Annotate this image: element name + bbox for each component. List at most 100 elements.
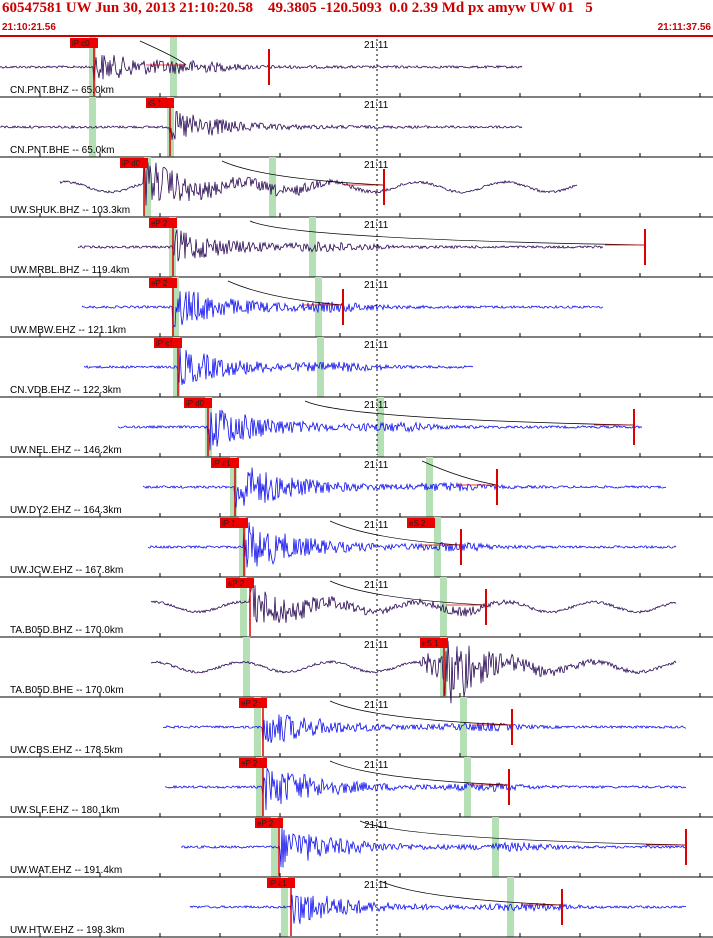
phase-pick-label: iP 1 xyxy=(222,519,236,528)
trace-row: 21:11 iP c0 CN.PNT.BHZ -- 65.0km xyxy=(0,37,713,98)
minute-tick-label: 21:11 xyxy=(364,760,389,771)
waveform-trace xyxy=(77,229,604,262)
minute-tick-label: 21:11 xyxy=(364,880,389,891)
minute-tick-label: 21:11 xyxy=(364,400,389,411)
s-phase-pick-marker[interactable] xyxy=(407,518,435,528)
phase-pick-label: iP d0 xyxy=(186,399,205,408)
minute-tick-label: 21:11 xyxy=(364,820,389,831)
amplitude-decay-curve xyxy=(421,460,498,486)
amplitude-decay-curve xyxy=(329,700,513,726)
station-label: UW.JCW.EHZ -- 167.8km xyxy=(10,565,123,576)
phase-window-band xyxy=(464,757,471,817)
waveform-trace xyxy=(0,111,523,140)
station-label: UW.HTW.EHZ -- 198.3km xyxy=(10,925,124,936)
amplitude-decay-curve xyxy=(379,880,563,906)
trace-row: 21:11 eP 2 UW.MBW.EHZ -- 121.1km xyxy=(0,277,713,338)
trace-row: 21:11 iP d0 UW.SHUK.BHZ -- 103.3km xyxy=(0,157,713,218)
phase-pick-marker[interactable] xyxy=(267,878,295,888)
phase-pick-marker[interactable] xyxy=(146,98,174,108)
phase-pick-marker[interactable] xyxy=(255,818,283,828)
minute-tick-label: 21:11 xyxy=(364,340,389,351)
waveform-trace xyxy=(164,768,687,811)
phase-pick-marker[interactable] xyxy=(226,578,254,588)
station-label: UW.NEL.EHZ -- 146.2km xyxy=(10,445,122,456)
start-time-label: 21:10:21.56 xyxy=(2,22,56,33)
trace-row: 21:11 iP c1 CN.VDB.EHZ -- 122.3km xyxy=(0,337,713,398)
station-label: UW.MBW.EHZ -- 121.1km xyxy=(10,325,126,336)
minute-tick-label: 21:11 xyxy=(364,640,389,651)
waveform-trace xyxy=(147,522,677,568)
station-label: UW.CBS.EHZ -- 178.5km xyxy=(10,745,123,756)
phase-pick-label: iS 1 xyxy=(148,99,162,108)
phase-pick-marker[interactable] xyxy=(149,278,177,288)
waveform-trace xyxy=(162,714,687,744)
phase-pick-label: iP d0 xyxy=(122,159,141,168)
trace-row: 21:11 eP 2 TA.B05D.BHZ -- 170.0km xyxy=(0,577,713,638)
minute-tick-label: 21:11 xyxy=(364,580,389,591)
trace-row: 21:11 iP c1 UW.HTW.EHZ -- 198.3km xyxy=(0,877,713,938)
waveform-trace xyxy=(150,640,677,704)
minute-tick-label: 21:11 xyxy=(364,460,389,471)
phase-window-band xyxy=(89,97,96,157)
phase-pick-marker[interactable] xyxy=(149,218,177,228)
phase-pick-label: eP 2 xyxy=(151,279,168,288)
event-header-title: 60547581 UW Jun 30, 2013 21:10:20.58 49.… xyxy=(2,0,593,16)
amplitude-decay-curve xyxy=(227,280,344,306)
phase-pick-marker[interactable] xyxy=(239,758,267,768)
trace-row: 21:11 eS 1 TA.B05D.BHE -- 170.0km xyxy=(0,637,713,704)
phase-pick-marker[interactable] xyxy=(420,638,448,648)
phase-window-band xyxy=(309,217,316,277)
phase-pick-label: eS 1 xyxy=(422,639,439,648)
phase-pick-label: eP 2 xyxy=(241,759,258,768)
amplitude-decay-curve xyxy=(304,400,635,426)
minute-tick-label: 21:11 xyxy=(364,220,389,231)
amplitude-decay-curve xyxy=(329,760,510,786)
waveform-trace xyxy=(117,409,643,451)
trace-row: 21:11 iP c1 UW.DY2.EHZ -- 164.3km xyxy=(0,457,713,518)
phase-window-band xyxy=(243,637,250,697)
minute-tick-label: 21:11 xyxy=(364,280,389,291)
phase-pick-label: iP c1 xyxy=(213,459,231,468)
trace-row: 21:11 eP 2 UW.SLF.EHZ -- 180.1km xyxy=(0,757,713,818)
waveform-trace xyxy=(59,162,578,206)
trace-row: 21:11 eP 2 UW.WAT.EHZ -- 191.4km xyxy=(0,817,713,878)
phase-pick-label: iP c1 xyxy=(156,339,174,348)
phase-pick-label: eP 2 xyxy=(151,219,168,228)
phase-window-band xyxy=(240,577,247,637)
phase-pick-marker[interactable] xyxy=(184,398,212,408)
phase-pick-marker[interactable] xyxy=(120,158,148,168)
station-label: CN.PNT.BHZ -- 65.0km xyxy=(10,85,114,96)
phase-pick-label: iP c0 xyxy=(72,39,90,48)
phase-window-band xyxy=(144,157,151,217)
phase-pick-label: eP 2 xyxy=(228,579,245,588)
trace-row: 21:11 iS 1 CN.PNT.BHE -- 65.0km xyxy=(0,97,713,158)
amplitude-decay-curve xyxy=(221,160,385,186)
waveform-trace xyxy=(180,826,687,868)
waveform-trace xyxy=(142,467,667,508)
phase-window-band xyxy=(172,277,179,337)
trace-row: 21:11 iP 1 eS 2 UW.JCW.EHZ -- 167.8km xyxy=(0,517,713,578)
phase-pick-label: eP 2 xyxy=(257,819,274,828)
trace-row: 21:11 eP 2 UW.CBS.EHZ -- 178.5km xyxy=(0,697,713,758)
station-label: CN.VDB.EHZ -- 122.3km xyxy=(10,385,121,396)
station-label: TA.B05D.BHE -- 170.0km xyxy=(10,685,124,696)
waveform-trace xyxy=(150,583,677,623)
phase-pick-marker[interactable] xyxy=(154,338,182,348)
phase-pick-marker[interactable] xyxy=(220,518,248,528)
minute-tick-label: 21:11 xyxy=(364,520,389,531)
phase-window-band xyxy=(317,337,324,397)
s-phase-pick-label: eS 2 xyxy=(409,519,426,528)
phase-pick-marker[interactable] xyxy=(239,698,267,708)
amplitude-decay-curve xyxy=(329,520,462,546)
phase-pick-marker[interactable] xyxy=(211,458,239,468)
end-time-label: 21:11:37.56 xyxy=(657,22,711,33)
minute-tick-label: 21:11 xyxy=(364,700,389,711)
minute-tick-label: 21:11 xyxy=(364,100,389,111)
trace-row: 21:11 iP d0 UW.NEL.EHZ -- 146.2km xyxy=(0,397,713,458)
station-label: UW.DY2.EHZ -- 164.3km xyxy=(10,505,122,516)
phase-window-band xyxy=(492,817,499,877)
phase-pick-marker[interactable] xyxy=(70,38,98,48)
station-label: CN.PNT.BHE -- 65.0km xyxy=(10,145,114,156)
amplitude-decay-curve xyxy=(249,220,646,246)
phase-window-band xyxy=(507,877,514,937)
